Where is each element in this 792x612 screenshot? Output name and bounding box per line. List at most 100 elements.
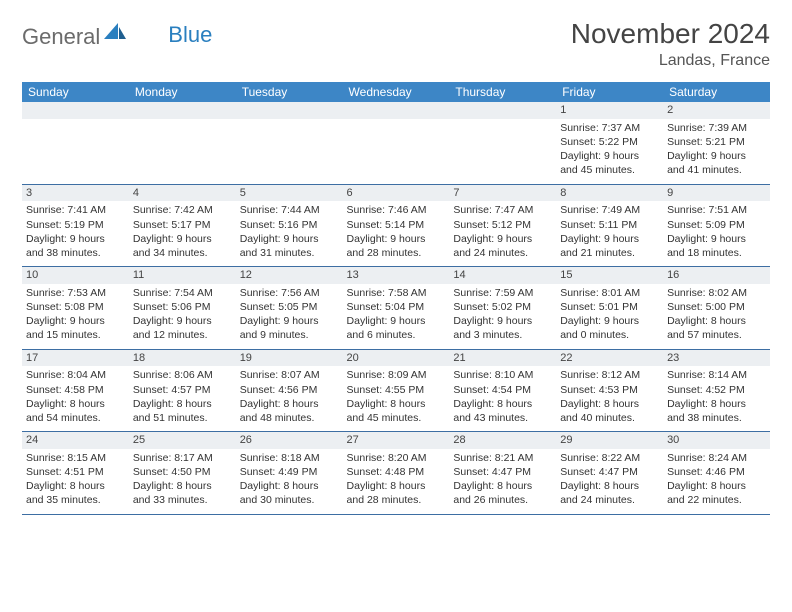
daylight-text: Daylight: 9 hours and 45 minutes. — [560, 149, 659, 177]
daylight-text: Daylight: 8 hours and 51 minutes. — [133, 397, 232, 425]
daylight-text: Daylight: 9 hours and 41 minutes. — [667, 149, 766, 177]
day-details: Sunrise: 8:24 AMSunset: 4:46 PMDaylight:… — [663, 449, 770, 514]
month-title: November 2024 — [571, 18, 770, 50]
sunrise-text: Sunrise: 8:04 AM — [26, 368, 125, 382]
calendar-day-cell: 1Sunrise: 7:37 AMSunset: 5:22 PMDaylight… — [556, 102, 663, 184]
day-number: 19 — [236, 350, 343, 367]
day-number: 11 — [129, 267, 236, 284]
calendar-day-cell: 27Sunrise: 8:20 AMSunset: 4:48 PMDayligh… — [343, 432, 450, 515]
calendar-day-cell: 15Sunrise: 8:01 AMSunset: 5:01 PMDayligh… — [556, 267, 663, 350]
weekday-header: Friday — [556, 82, 663, 102]
day-number: 21 — [449, 350, 556, 367]
calendar-day-cell: 5Sunrise: 7:44 AMSunset: 5:16 PMDaylight… — [236, 184, 343, 267]
sunrise-text: Sunrise: 8:01 AM — [560, 286, 659, 300]
daylight-text: Daylight: 8 hours and 54 minutes. — [26, 397, 125, 425]
daylight-text: Daylight: 8 hours and 45 minutes. — [347, 397, 446, 425]
daylight-text: Daylight: 9 hours and 34 minutes. — [133, 232, 232, 260]
location-label: Landas, France — [571, 52, 770, 70]
sunset-text: Sunset: 5:16 PM — [240, 218, 339, 232]
day-details: Sunrise: 7:46 AMSunset: 5:14 PMDaylight:… — [343, 201, 450, 266]
sunrise-text: Sunrise: 8:07 AM — [240, 368, 339, 382]
daylight-text: Daylight: 9 hours and 3 minutes. — [453, 314, 552, 342]
sunset-text: Sunset: 4:57 PM — [133, 383, 232, 397]
day-number: 25 — [129, 432, 236, 449]
calendar-day-cell: 4Sunrise: 7:42 AMSunset: 5:17 PMDaylight… — [129, 184, 236, 267]
day-number: 8 — [556, 185, 663, 202]
calendar-day-cell — [22, 102, 129, 184]
calendar-day-cell: 10Sunrise: 7:53 AMSunset: 5:08 PMDayligh… — [22, 267, 129, 350]
day-number: 1 — [556, 102, 663, 119]
calendar-day-cell: 9Sunrise: 7:51 AMSunset: 5:09 PMDaylight… — [663, 184, 770, 267]
calendar-day-cell: 12Sunrise: 7:56 AMSunset: 5:05 PMDayligh… — [236, 267, 343, 350]
day-number: 13 — [343, 267, 450, 284]
day-details: Sunrise: 8:07 AMSunset: 4:56 PMDaylight:… — [236, 366, 343, 431]
sunset-text: Sunset: 5:06 PM — [133, 300, 232, 314]
day-number: 20 — [343, 350, 450, 367]
calendar-day-cell: 6Sunrise: 7:46 AMSunset: 5:14 PMDaylight… — [343, 184, 450, 267]
sunrise-text: Sunrise: 8:24 AM — [667, 451, 766, 465]
sunrise-text: Sunrise: 8:17 AM — [133, 451, 232, 465]
day-details: Sunrise: 8:18 AMSunset: 4:49 PMDaylight:… — [236, 449, 343, 514]
calendar-day-cell — [449, 102, 556, 184]
day-details: Sunrise: 7:59 AMSunset: 5:02 PMDaylight:… — [449, 284, 556, 349]
daylight-text: Daylight: 9 hours and 15 minutes. — [26, 314, 125, 342]
sunrise-text: Sunrise: 8:14 AM — [667, 368, 766, 382]
sunset-text: Sunset: 4:51 PM — [26, 465, 125, 479]
day-number: 17 — [22, 350, 129, 367]
day-number: 7 — [449, 185, 556, 202]
day-details: Sunrise: 8:14 AMSunset: 4:52 PMDaylight:… — [663, 366, 770, 431]
day-number: 26 — [236, 432, 343, 449]
sunrise-text: Sunrise: 8:18 AM — [240, 451, 339, 465]
day-number: 30 — [663, 432, 770, 449]
day-details: Sunrise: 7:51 AMSunset: 5:09 PMDaylight:… — [663, 201, 770, 266]
day-number: 16 — [663, 267, 770, 284]
sunrise-text: Sunrise: 8:21 AM — [453, 451, 552, 465]
calendar-day-cell: 26Sunrise: 8:18 AMSunset: 4:49 PMDayligh… — [236, 432, 343, 515]
calendar-day-cell: 21Sunrise: 8:10 AMSunset: 4:54 PMDayligh… — [449, 349, 556, 432]
calendar-day-cell — [236, 102, 343, 184]
daylight-text: Daylight: 9 hours and 31 minutes. — [240, 232, 339, 260]
sunrise-text: Sunrise: 7:49 AM — [560, 203, 659, 217]
daylight-text: Daylight: 8 hours and 28 minutes. — [347, 479, 446, 507]
sunset-text: Sunset: 4:47 PM — [560, 465, 659, 479]
calendar-day-cell: 20Sunrise: 8:09 AMSunset: 4:55 PMDayligh… — [343, 349, 450, 432]
day-details: Sunrise: 8:09 AMSunset: 4:55 PMDaylight:… — [343, 366, 450, 431]
sunrise-text: Sunrise: 8:09 AM — [347, 368, 446, 382]
sunrise-text: Sunrise: 7:44 AM — [240, 203, 339, 217]
calendar-day-cell: 23Sunrise: 8:14 AMSunset: 4:52 PMDayligh… — [663, 349, 770, 432]
daylight-text: Daylight: 9 hours and 12 minutes. — [133, 314, 232, 342]
daylight-text: Daylight: 9 hours and 21 minutes. — [560, 232, 659, 260]
calendar-day-cell: 25Sunrise: 8:17 AMSunset: 4:50 PMDayligh… — [129, 432, 236, 515]
page-header: General Blue November 2024 Landas, Franc… — [22, 18, 770, 70]
sunrise-text: Sunrise: 8:10 AM — [453, 368, 552, 382]
day-details: Sunrise: 7:44 AMSunset: 5:16 PMDaylight:… — [236, 201, 343, 266]
day-details: Sunrise: 7:49 AMSunset: 5:11 PMDaylight:… — [556, 201, 663, 266]
day-details: Sunrise: 7:56 AMSunset: 5:05 PMDaylight:… — [236, 284, 343, 349]
daylight-text: Daylight: 8 hours and 40 minutes. — [560, 397, 659, 425]
day-number: 24 — [22, 432, 129, 449]
day-details: Sunrise: 8:10 AMSunset: 4:54 PMDaylight:… — [449, 366, 556, 431]
calendar-day-cell: 2Sunrise: 7:39 AMSunset: 5:21 PMDaylight… — [663, 102, 770, 184]
calendar-day-cell: 18Sunrise: 8:06 AMSunset: 4:57 PMDayligh… — [129, 349, 236, 432]
calendar-day-cell: 11Sunrise: 7:54 AMSunset: 5:06 PMDayligh… — [129, 267, 236, 350]
calendar-day-cell: 16Sunrise: 8:02 AMSunset: 5:00 PMDayligh… — [663, 267, 770, 350]
calendar-day-cell: 22Sunrise: 8:12 AMSunset: 4:53 PMDayligh… — [556, 349, 663, 432]
day-details: Sunrise: 8:20 AMSunset: 4:48 PMDaylight:… — [343, 449, 450, 514]
day-details: Sunrise: 7:37 AMSunset: 5:22 PMDaylight:… — [556, 119, 663, 184]
sunrise-text: Sunrise: 7:51 AM — [667, 203, 766, 217]
calendar-day-cell: 30Sunrise: 8:24 AMSunset: 4:46 PMDayligh… — [663, 432, 770, 515]
weekday-header: Sunday — [22, 82, 129, 102]
day-number: 4 — [129, 185, 236, 202]
sunset-text: Sunset: 5:09 PM — [667, 218, 766, 232]
daylight-text: Daylight: 8 hours and 22 minutes. — [667, 479, 766, 507]
weekday-header: Monday — [129, 82, 236, 102]
sunrise-text: Sunrise: 7:47 AM — [453, 203, 552, 217]
sunset-text: Sunset: 5:01 PM — [560, 300, 659, 314]
daylight-text: Daylight: 9 hours and 9 minutes. — [240, 314, 339, 342]
sunset-text: Sunset: 4:48 PM — [347, 465, 446, 479]
weekday-header: Saturday — [663, 82, 770, 102]
calendar-body: 1Sunrise: 7:37 AMSunset: 5:22 PMDaylight… — [22, 102, 770, 514]
sunset-text: Sunset: 4:56 PM — [240, 383, 339, 397]
daylight-text: Daylight: 9 hours and 0 minutes. — [560, 314, 659, 342]
day-number: 29 — [556, 432, 663, 449]
